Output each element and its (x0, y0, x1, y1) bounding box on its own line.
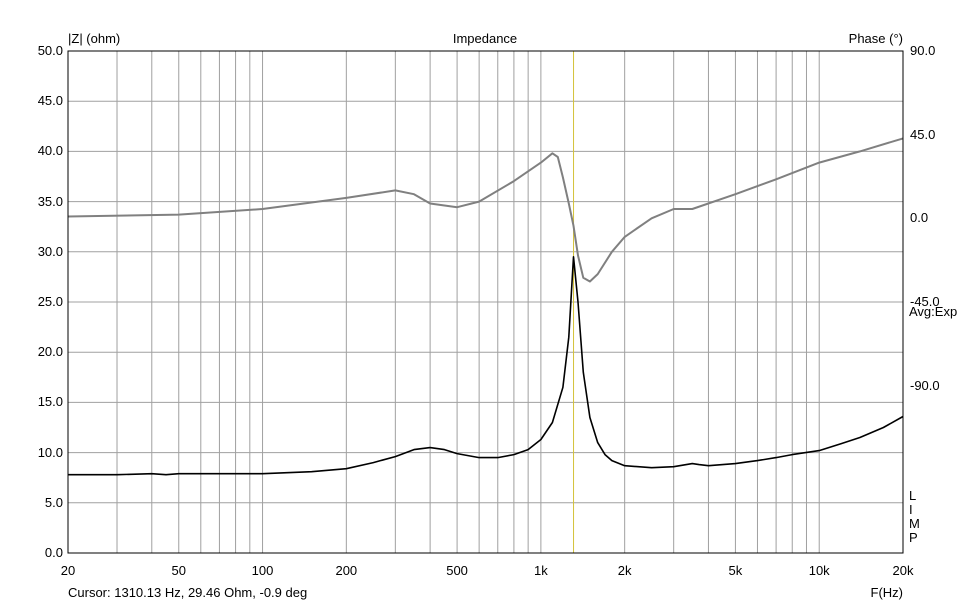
y-tick-label: 30.0 (37, 243, 63, 259)
x-tick-label: 20 (60, 563, 76, 578)
y2-tick-label: 45.0 (910, 126, 936, 142)
y2-tick-label: -90.0 (910, 377, 940, 393)
x-tick-label: 5k (728, 563, 743, 578)
chart-title: Impedance (452, 31, 518, 46)
grid (68, 51, 903, 553)
plot-frame (67, 50, 904, 554)
y-tick-label: 5.0 (44, 494, 63, 510)
left-axis-label: |Z| (ohm) (68, 31, 121, 46)
x-axis-label: F(Hz) (870, 585, 904, 600)
impedance-curve (68, 255, 904, 476)
right-axis-label: Phase (°) (848, 31, 903, 46)
y2-tick-label: -45.0 (910, 294, 940, 309)
phase-curve (67, 137, 904, 283)
y-tick-label: 10.0 (37, 444, 63, 460)
limp-letter-m: M (909, 516, 920, 531)
x-tick-label: 1k (534, 563, 548, 578)
y2-tick-label: 90.0 (910, 43, 936, 58)
y-tick-label: 25.0 (37, 294, 63, 309)
limp-letter-i: I (909, 502, 913, 517)
y2-tick-label: 0.0 (910, 210, 929, 226)
y-tick-label: 0.0 (44, 545, 63, 560)
avg-label: Avg:Exp (909, 304, 958, 319)
x-tick-label: 100 (251, 563, 274, 578)
y-tick-label: 15.0 (37, 394, 63, 410)
series-group (67, 137, 904, 476)
y-tick-label: 40.0 (37, 143, 63, 159)
limp-letter-l: L (909, 488, 917, 503)
x-tick-label: 500 (446, 563, 468, 578)
y-tick-label: 35.0 (37, 193, 63, 209)
x-tick-label: 50 (171, 563, 186, 578)
y-tick-label: 50.0 (37, 43, 63, 58)
x-tick-label: 200 (335, 563, 358, 578)
cursor-readout: Cursor: 1310.13 Hz, 29.46 Ohm, -0.9 deg (68, 585, 308, 600)
limp-letter-p: P (909, 530, 918, 545)
x-tick-label: 2k (617, 563, 632, 578)
y-tick-label: 20.0 (37, 344, 63, 360)
x-tick-label: 10k (808, 563, 830, 578)
y-tick-label: 45.0 (37, 93, 63, 109)
x-tick-label: 20k (892, 563, 914, 578)
